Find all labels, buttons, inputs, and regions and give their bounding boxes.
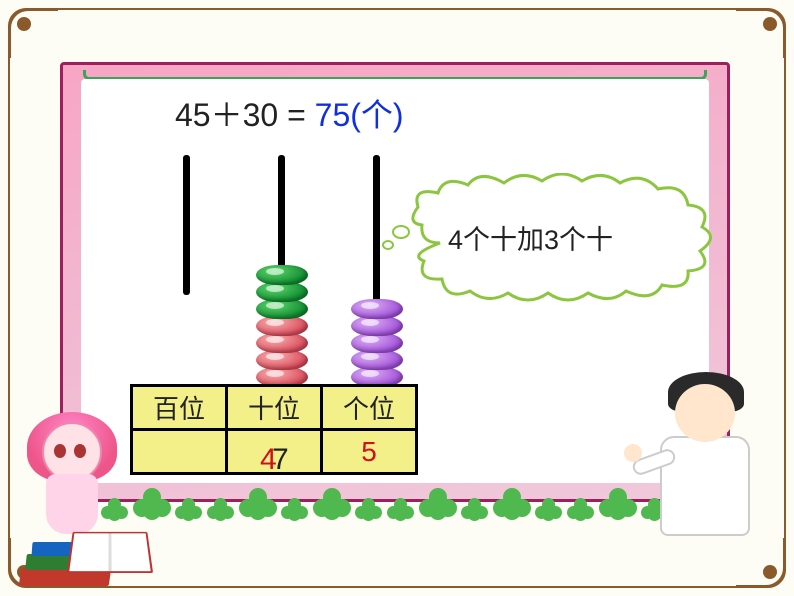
clover-icon (462, 498, 488, 524)
bead (256, 350, 308, 370)
frame-corner (8, 8, 58, 58)
clover-icon (356, 498, 382, 524)
thought-cloud: 4个十加3个十 (400, 173, 720, 303)
books-illustration (10, 516, 140, 586)
place-value-table: 百位 十位 个位 4 7 5 (130, 384, 418, 475)
bead (351, 350, 403, 370)
value-hundreds (132, 430, 227, 474)
header-ones: 个位 (322, 386, 417, 430)
beads-tens (252, 268, 312, 387)
clover-icon (282, 498, 308, 524)
equation: 45＋30 = 75(个) (175, 90, 404, 136)
bead (351, 299, 403, 319)
clover-icon (314, 488, 350, 524)
clover-icon (568, 498, 594, 524)
thought-bubble-icon (392, 225, 410, 239)
bead (351, 333, 403, 353)
table-header-row: 百位 十位 个位 (132, 386, 417, 430)
bead (256, 316, 308, 336)
abacus-rod-hundreds (183, 155, 190, 295)
header-tens: 十位 (227, 386, 322, 430)
equation-answer: 75(个) (315, 97, 404, 133)
tens-back-digit: 7 (272, 443, 289, 477)
clover-icon (536, 498, 562, 524)
clover-icon (176, 498, 202, 524)
bead (351, 316, 403, 336)
clover-icon (388, 498, 414, 524)
table-value-row: 4 7 5 (132, 430, 417, 474)
bead (256, 282, 308, 302)
clover-icon (208, 498, 234, 524)
clover-icon (420, 488, 456, 524)
value-tens: 4 7 (227, 430, 322, 474)
clover-icon (494, 488, 530, 524)
equation-lhs: 45＋30 = (175, 97, 306, 133)
boy-illustration (630, 366, 780, 566)
clover-icon (240, 488, 276, 524)
bead (256, 333, 308, 353)
thought-bubble-icon (382, 240, 394, 250)
beads-ones (347, 302, 407, 387)
frame-corner (736, 8, 786, 58)
cloud-text: 4个十加3个十 (448, 218, 613, 257)
value-ones: 5 (322, 430, 417, 474)
bead (256, 299, 308, 319)
header-hundreds: 百位 (132, 386, 227, 430)
bead (256, 265, 308, 285)
